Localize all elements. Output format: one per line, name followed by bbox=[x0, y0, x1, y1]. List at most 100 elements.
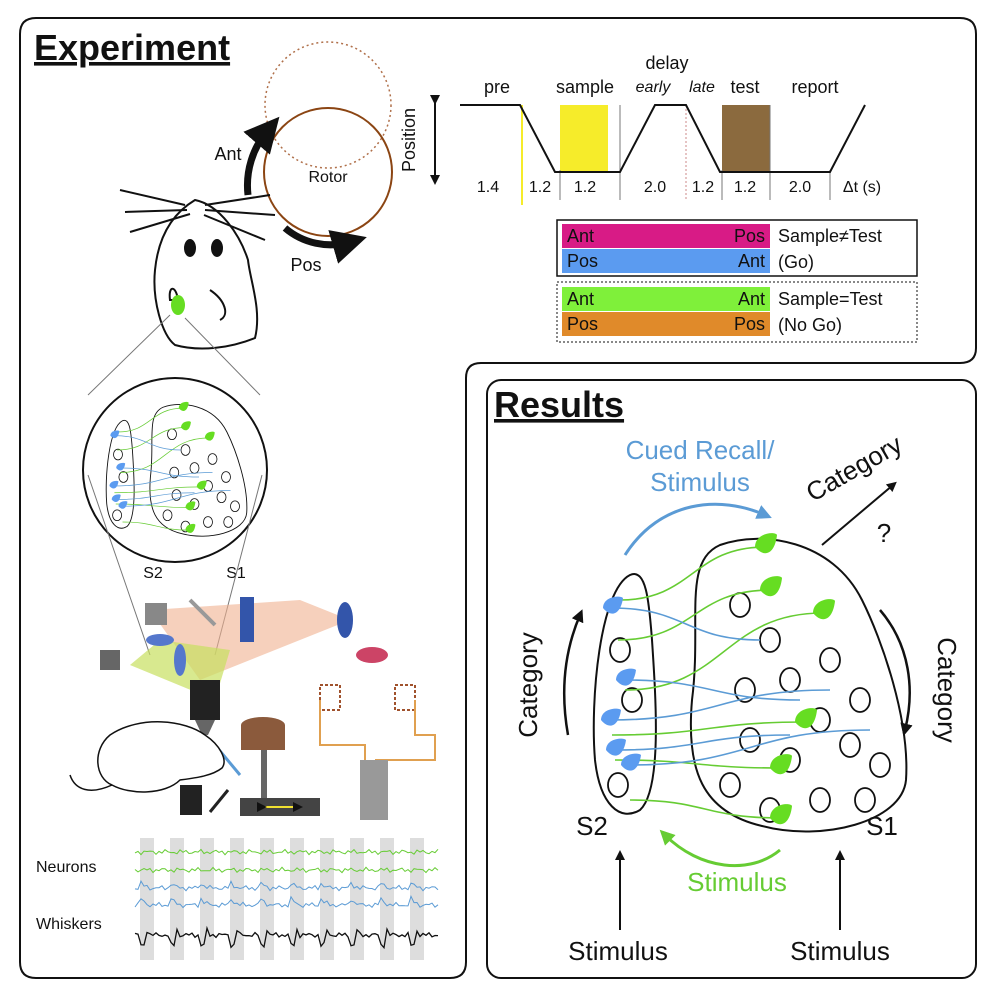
neuron bbox=[606, 738, 626, 756]
microscope-part bbox=[360, 760, 388, 820]
rotor: Ant Rotor Pos bbox=[214, 41, 393, 275]
question: ? bbox=[877, 518, 891, 548]
delay-late: late bbox=[689, 79, 715, 96]
neuron bbox=[755, 533, 777, 554]
cell bbox=[854, 787, 876, 813]
microscope-part bbox=[319, 684, 416, 711]
delay-early: early bbox=[636, 79, 672, 96]
recurrent-arrow bbox=[659, 829, 781, 868]
cell bbox=[759, 627, 781, 653]
rotor-part bbox=[263, 107, 393, 237]
duration: 1.4 bbox=[477, 179, 499, 196]
legend-left: Pos bbox=[567, 314, 598, 334]
stimulus-band bbox=[200, 838, 214, 960]
neuron bbox=[621, 753, 641, 771]
neurons-label: Neurons bbox=[36, 859, 96, 876]
phase-label: sample bbox=[556, 77, 614, 97]
microscope-part bbox=[261, 750, 267, 800]
axon bbox=[611, 607, 761, 641]
s2-label: S2 bbox=[576, 811, 608, 841]
condition-legend-part bbox=[562, 287, 770, 311]
recurrent-stimulus: Stimulus bbox=[687, 867, 787, 897]
microscope-part bbox=[188, 598, 217, 627]
condition-legend-part bbox=[556, 219, 918, 277]
axon bbox=[617, 589, 771, 641]
microscope-part bbox=[241, 725, 285, 750]
trial-timeline-part bbox=[560, 105, 608, 172]
mouse-head-part bbox=[119, 189, 276, 241]
condition-legend-part bbox=[562, 224, 770, 248]
microscope-part bbox=[100, 650, 120, 670]
trial-timeline-part bbox=[722, 105, 770, 172]
legend-right: Ant bbox=[738, 251, 765, 271]
microscope-part bbox=[174, 644, 186, 676]
mouse-head-part bbox=[184, 239, 196, 257]
axon bbox=[629, 729, 871, 766]
legend-note: (Go) bbox=[778, 252, 814, 272]
condition-legend-part bbox=[556, 281, 918, 343]
legend-left: Ant bbox=[567, 226, 594, 246]
trace bbox=[134, 925, 439, 950]
activity-traces bbox=[134, 838, 439, 960]
cortex-schematic-part bbox=[601, 533, 871, 825]
stimulus-band bbox=[230, 838, 244, 960]
legend-right: Pos bbox=[734, 314, 765, 334]
stimulus-left: Stimulus bbox=[568, 936, 668, 966]
category-top: Category bbox=[801, 429, 907, 508]
axon bbox=[624, 612, 824, 691]
mouse-head-part bbox=[153, 198, 259, 350]
results-frame bbox=[486, 379, 977, 979]
rotor-ant: Ant bbox=[214, 144, 241, 164]
microscope-part bbox=[337, 602, 353, 638]
neuron bbox=[603, 596, 623, 614]
axon bbox=[614, 734, 791, 751]
cell bbox=[819, 647, 841, 673]
trial-timeline-part bbox=[460, 104, 866, 173]
microscope-part bbox=[208, 789, 230, 813]
category-arrow bbox=[821, 481, 897, 546]
duration: 1.2 bbox=[734, 179, 756, 196]
cell bbox=[607, 772, 629, 798]
category-left: Category bbox=[513, 632, 543, 738]
legend-note: (No Go) bbox=[778, 315, 842, 335]
stimulus-band bbox=[350, 838, 364, 960]
cued-line1: Cued Recall/ bbox=[626, 435, 776, 465]
axon bbox=[619, 546, 766, 601]
trace bbox=[134, 866, 439, 874]
rotor-part bbox=[282, 225, 367, 264]
duration: 2.0 bbox=[644, 179, 666, 196]
mouse-head-part bbox=[87, 314, 261, 396]
duration: 1.2 bbox=[574, 179, 596, 196]
cell bbox=[809, 787, 831, 813]
microscope-part bbox=[195, 720, 215, 735]
experiment-title: Experiment bbox=[34, 27, 230, 68]
neuron bbox=[760, 576, 782, 597]
mouse-head-part bbox=[171, 295, 185, 315]
duration: 2.0 bbox=[789, 179, 811, 196]
mouse-body-part bbox=[69, 774, 113, 791]
trace bbox=[134, 880, 439, 892]
stimulus-band bbox=[290, 838, 304, 960]
axon bbox=[609, 689, 831, 721]
cell bbox=[849, 687, 871, 713]
category-right-arrow bbox=[879, 609, 913, 737]
legend-left: Pos bbox=[567, 251, 598, 271]
microscope-part bbox=[319, 700, 436, 761]
cell bbox=[739, 727, 761, 753]
cell bbox=[609, 637, 631, 663]
condition-legend-part bbox=[562, 312, 770, 336]
s2-label: S2 bbox=[143, 565, 163, 582]
stimulus-band bbox=[410, 838, 424, 960]
cell bbox=[621, 687, 643, 713]
legend-left: Ant bbox=[567, 289, 594, 309]
rotor-pos: Pos bbox=[290, 255, 321, 275]
rotor-part bbox=[243, 116, 280, 196]
axon bbox=[611, 721, 806, 736]
neuron bbox=[770, 804, 792, 825]
category-left-arrow bbox=[562, 609, 584, 736]
rotor-part bbox=[264, 41, 392, 169]
cell bbox=[729, 592, 751, 618]
duration: 1.2 bbox=[692, 179, 714, 196]
cell bbox=[719, 772, 741, 798]
mouse-head-part bbox=[211, 239, 223, 257]
